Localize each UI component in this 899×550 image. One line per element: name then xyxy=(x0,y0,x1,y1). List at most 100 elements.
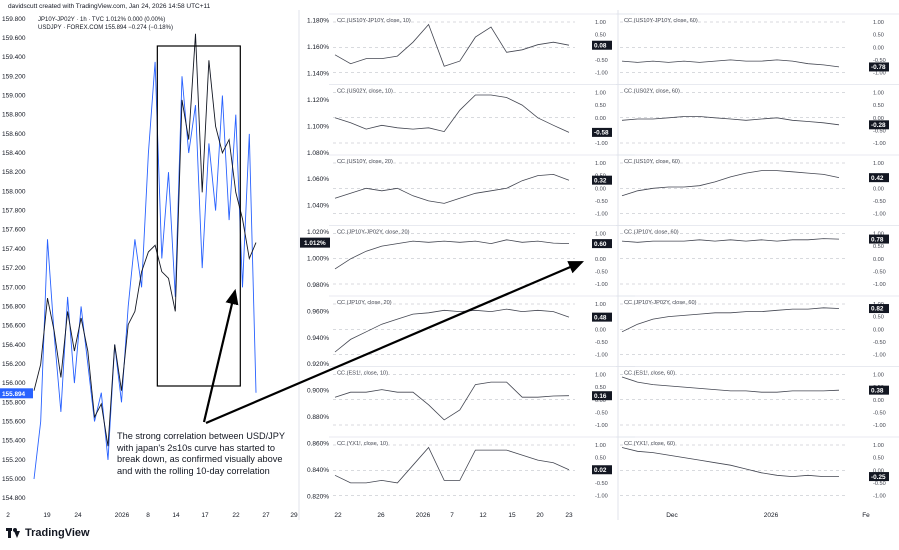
correlation-last-label: 0.32 xyxy=(594,177,607,184)
pane-tick-label: 0.00 xyxy=(595,186,606,192)
correlation-last-tag xyxy=(592,40,612,50)
left-axis-tick-label: 159.400 xyxy=(2,54,26,61)
right-axis-tick-label: 1.180% xyxy=(307,18,329,25)
correlation-last-label: 0.08 xyxy=(594,42,607,49)
left-axis-tick-label: 158.600 xyxy=(2,131,26,138)
correlation-last-label: 0.42 xyxy=(871,175,884,182)
x-axis-tick-label: Dec xyxy=(666,512,678,519)
usdjpy-last-tag xyxy=(0,388,33,399)
correlation-last-tag xyxy=(869,304,889,314)
legend-entry-1: USDJPY · FOREX.COM 155.894 −0.274 (−0.18… xyxy=(38,25,173,31)
pane-tick-label: 0.50 xyxy=(595,33,606,39)
pane-tick-label: 1.00 xyxy=(873,161,884,167)
left-axis-tick-label: 159.000 xyxy=(2,93,26,100)
pane-title: CC (US10Y, close, 60) xyxy=(624,159,680,165)
correlation-last-label: 0.02 xyxy=(594,467,607,474)
pane-tick-label: -1.00 xyxy=(595,423,608,429)
pane-tick-label: 1.00 xyxy=(595,232,606,238)
correlation-last-label: 0.60 xyxy=(594,241,607,248)
pane-tick-label: 0.00 xyxy=(595,327,606,333)
x-axis-tick-label: 17 xyxy=(201,512,209,519)
x-axis-tick-label: 23 xyxy=(565,512,573,519)
pane-tick-label: 0.00 xyxy=(873,45,884,51)
correlation-last-label: -0.58 xyxy=(594,130,609,137)
left-axis-tick-label: 156.600 xyxy=(2,323,26,330)
pane-title: CC (US02Y, close, 60) xyxy=(624,89,680,95)
x-axis-tick-label: 2026 xyxy=(416,512,431,519)
pane-title: CC (YX1!, close, 10) xyxy=(337,441,388,447)
pane-tick-label: -1.00 xyxy=(595,494,608,500)
x-axis-tick-label: 2026 xyxy=(764,512,779,519)
pane-title: CC (JP10Y-JP02Y, close, 20) xyxy=(337,230,410,236)
pane-tick-label: 0.50 xyxy=(873,315,884,321)
pane-tick-label: -1.00 xyxy=(595,141,608,147)
pane-tick-label: -0.50 xyxy=(595,199,608,205)
correlation-last-label: -0.78 xyxy=(871,64,886,71)
pane-tick-label: -1.00 xyxy=(873,141,886,147)
right-axis-tick-label: 1.020% xyxy=(307,229,329,236)
pane-title: CC (JP10Y, close, 60) xyxy=(624,230,679,236)
pane-tick-label: -1.00 xyxy=(873,423,886,429)
pane-tick-label: -0.50 xyxy=(873,128,886,134)
correlation-last-tag xyxy=(592,465,612,475)
correlation-last-tag xyxy=(869,472,889,482)
right-axis-tick-label: 0.840% xyxy=(307,467,329,474)
tradingview-logo-icon xyxy=(6,528,21,538)
arrow-to-correlation xyxy=(205,260,585,425)
right-axis-tick-label: 0.940% xyxy=(307,335,329,342)
pane-tick-label: -1.00 xyxy=(873,353,886,359)
pane-title: CC (US10Y, close, 20) xyxy=(337,159,393,165)
right-axis-tick-label: 0.860% xyxy=(307,441,329,448)
correlation-last-tag xyxy=(869,120,889,130)
pane-tick-label: -0.50 xyxy=(873,481,886,487)
left-axis-tick-label: 157.800 xyxy=(2,208,26,215)
correlation-last-tag xyxy=(592,312,612,322)
pane-tick-label: -0.50 xyxy=(873,269,886,275)
credit-text: davidscutt created with TradingView.com,… xyxy=(8,3,211,10)
right-axis-tick-label: 1.140% xyxy=(307,70,329,77)
left-axis-tick-label: 155.800 xyxy=(2,399,26,406)
right-axis-tick-label: 1.000% xyxy=(307,256,329,263)
correlation-last-tag xyxy=(869,234,889,244)
pane-tick-label: 1.00 xyxy=(595,161,606,167)
correlation-line xyxy=(621,238,840,243)
pane-tick-label: 0.50 xyxy=(595,385,606,391)
annotation-text: The strong correlation between USD/JPY w… xyxy=(117,431,285,476)
pane-tick-label: 0.50 xyxy=(873,244,884,250)
pane-tick-label: -0.50 xyxy=(873,410,886,416)
pane-tick-label: 1.00 xyxy=(595,443,606,449)
left-axis-tick-label: 155.000 xyxy=(2,476,26,483)
left-axis-tick-label: 157.600 xyxy=(2,227,26,234)
pane-tick-label: 1.00 xyxy=(595,373,606,379)
left-axis-tick-label: 157.200 xyxy=(2,265,26,272)
right-axis-tick-label: 1.120% xyxy=(307,97,329,104)
annotation-overlay xyxy=(202,10,619,520)
left-axis-tick-label: 159.800 xyxy=(2,16,26,23)
pane-tick-label: 0.00 xyxy=(873,116,884,122)
series-line-usdjpy xyxy=(33,61,257,480)
pane-tick-label: 1.00 xyxy=(873,232,884,238)
left-axis-tick-label: 158.200 xyxy=(2,169,26,176)
pane-tick-label: -0.50 xyxy=(873,58,886,64)
right-axis-tick-label: 1.100% xyxy=(307,123,329,130)
correlation-last-label: 0.38 xyxy=(871,387,884,394)
pane-tick-label: -0.50 xyxy=(595,269,608,275)
pane-tick-label: 0.00 xyxy=(873,186,884,192)
tradingview-brand[interactable]: TradingView xyxy=(6,527,90,539)
pane-tick-label: -0.50 xyxy=(873,340,886,346)
left-axis-tick-label: 159.200 xyxy=(2,73,26,80)
x-axis-tick-label: 22 xyxy=(334,512,342,519)
short-correlation-panes: 1.00 0.50 0.00 -0.50 -1.00 CC (US10Y-JP10Y, c… xyxy=(329,13,635,519)
pane-tick-label: 1.00 xyxy=(595,302,606,308)
x-axis-tick-label: 24 xyxy=(74,512,82,519)
correlation-last-label: -0.28 xyxy=(871,122,886,129)
legend-entry-0: JP10Y-JP02Y · 1h · TVC 1.012% 0.000 (0.0… xyxy=(38,17,165,23)
arrow-to-box xyxy=(202,288,239,423)
x-axis-tick-label: 2 xyxy=(6,512,10,519)
correlation-last-tag xyxy=(869,62,889,72)
long-correlation-panes: 1.00 0.50 0.00 -0.50 -1.00 CC (US10Y-JP10Y, c… xyxy=(616,13,899,519)
x-axis-tick-label: 8 xyxy=(146,512,150,519)
pane-tick-label: 0.00 xyxy=(595,116,606,122)
correlation-line xyxy=(334,308,570,353)
